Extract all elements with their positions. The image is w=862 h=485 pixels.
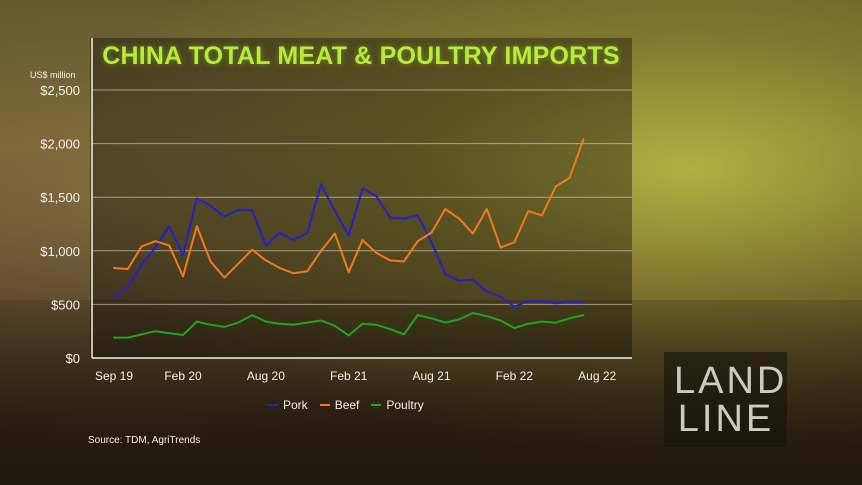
y-tick-label: $500 xyxy=(51,297,80,312)
x-tick-label: Aug 22 xyxy=(578,369,616,383)
x-tick-label: Feb 22 xyxy=(496,369,534,383)
legend-label-poultry: Poultry xyxy=(386,398,424,412)
source-note: Source: TDM, AgriTrends xyxy=(88,435,201,446)
logo-text-line1: LAND xyxy=(674,360,788,402)
x-tick-label: Sep 19 xyxy=(95,369,133,383)
series-line-poultry xyxy=(113,312,585,339)
y-tick-labels: $0 $500 $1,000 $1,500 $2,000 $2,500 xyxy=(40,83,80,366)
axes xyxy=(91,38,632,359)
y-tick-label: $1,500 xyxy=(40,190,80,205)
legend-item-pork: Pork xyxy=(268,398,308,412)
y-tick-label: $0 xyxy=(66,351,80,366)
x-tick-label: Aug 21 xyxy=(413,369,451,383)
chart-title: CHINA TOTAL MEAT & POULTRY IMPORTS xyxy=(102,42,620,70)
x-tick-label: Feb 21 xyxy=(330,369,368,383)
legend-label-pork: Pork xyxy=(283,398,308,412)
series-line-pork xyxy=(113,183,585,308)
y-tick-label: $2,500 xyxy=(40,83,80,98)
y-axis-unit-label: US$ million xyxy=(30,70,76,80)
x-tick-label: Aug 20 xyxy=(247,369,285,383)
legend: Pork Beef Poultry xyxy=(268,398,424,412)
series-lines xyxy=(113,138,585,339)
legend-item-beef: Beef xyxy=(319,398,360,412)
legend-swatch-pork xyxy=(268,404,278,406)
landline-logo: LAND LINE xyxy=(664,352,787,447)
x-tick-labels: Sep 19 Feb 20 Aug 20 Feb 21 Aug 21 Feb 22 Aug … xyxy=(95,369,617,383)
legend-label-beef: Beef xyxy=(334,398,360,412)
x-tick-label: Feb 20 xyxy=(164,369,202,383)
y-tick-label: $2,000 xyxy=(40,137,80,152)
series-line-beef xyxy=(113,138,585,279)
y-tick-label: $1,000 xyxy=(40,244,80,259)
logo-text-line2: LINE xyxy=(677,398,775,440)
legend-swatch-beef xyxy=(319,404,330,406)
legend-swatch-poultry xyxy=(371,404,382,406)
legend-item-poultry: Poultry xyxy=(371,398,424,412)
